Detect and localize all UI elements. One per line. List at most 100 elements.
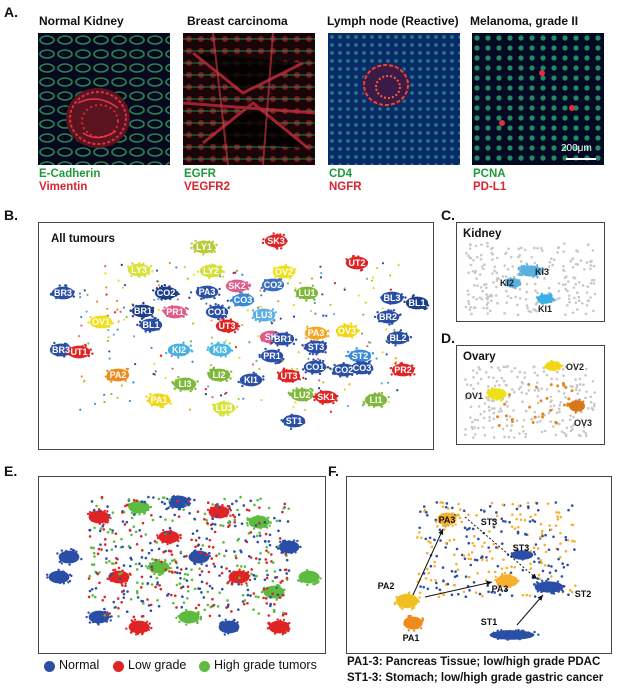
scatter-point — [521, 593, 525, 597]
background-point — [555, 377, 559, 381]
cluster-point — [398, 331, 401, 334]
cluster-point — [243, 297, 246, 301]
cluster-point — [400, 362, 404, 365]
cluster-point — [304, 336, 308, 340]
grade-point — [168, 570, 171, 573]
grade-point — [121, 511, 124, 514]
background-point — [467, 254, 470, 257]
cluster-point — [151, 570, 154, 573]
cluster-point — [289, 543, 293, 546]
background-point — [578, 377, 582, 381]
cluster-point — [392, 308, 396, 312]
cluster-point — [276, 583, 279, 587]
grade-point — [116, 597, 120, 600]
cluster-point — [228, 285, 231, 288]
background-point — [488, 309, 492, 313]
grade-point — [277, 529, 280, 533]
cluster-point — [321, 398, 324, 401]
cluster-label-ly3: LY3 — [131, 265, 147, 275]
cluster-point — [160, 532, 163, 535]
cluster-point — [291, 392, 294, 396]
cluster-point — [138, 262, 141, 265]
cluster-label-ut3: UT3 — [280, 371, 297, 381]
cluster-point — [114, 376, 117, 379]
grade-point — [233, 515, 237, 519]
background-point — [577, 433, 581, 437]
scatter-point — [511, 513, 514, 516]
cluster-point — [410, 298, 414, 301]
cluster-point — [226, 628, 229, 632]
panel-c-letter: C. — [441, 207, 455, 223]
scatter-point — [548, 524, 551, 527]
scatter-point — [105, 286, 108, 289]
cluster-point — [516, 549, 519, 552]
cluster-point — [553, 298, 556, 302]
scatter-point — [236, 328, 240, 331]
grade-point — [176, 499, 179, 503]
grade-cluster — [218, 618, 240, 636]
background-point — [475, 371, 479, 375]
scatter-point — [320, 271, 323, 275]
cluster-point — [301, 580, 305, 583]
background-point — [561, 367, 565, 371]
cluster-ki2 — [165, 341, 194, 359]
scatter-point — [573, 540, 576, 543]
cluster-point — [148, 330, 152, 333]
cluster-point — [572, 400, 575, 404]
cluster-point — [167, 540, 170, 543]
cluster-point — [540, 590, 543, 594]
background-point — [524, 432, 528, 436]
cluster-point — [270, 316, 273, 320]
grade-point — [225, 567, 228, 570]
cluster-point — [305, 299, 308, 302]
cluster-point — [51, 572, 54, 576]
grade-point — [170, 593, 173, 597]
scatter-point — [371, 276, 375, 279]
cluster-point — [364, 366, 368, 369]
cluster-point — [215, 274, 219, 278]
cluster-point — [245, 571, 248, 575]
grade-point — [258, 558, 261, 561]
background-point — [543, 277, 546, 280]
cluster-point — [177, 292, 180, 296]
cluster-point — [276, 233, 279, 236]
cluster-point — [280, 550, 284, 553]
background-point — [573, 296, 576, 300]
background-point — [469, 416, 472, 419]
cluster-point — [169, 504, 172, 508]
scatter-point — [556, 517, 560, 521]
cluster-point — [230, 349, 234, 352]
cluster-point — [535, 296, 539, 299]
cluster-point — [373, 315, 377, 319]
cluster-point — [163, 306, 166, 309]
cluster-point — [266, 589, 269, 592]
cluster-point — [267, 516, 270, 519]
scatter-point — [376, 266, 379, 270]
cluster-point — [225, 514, 228, 518]
cluster-point — [271, 333, 274, 336]
grade-point — [211, 517, 214, 521]
cluster-point — [130, 505, 133, 508]
cluster-point — [272, 586, 275, 590]
cluster-point — [412, 626, 415, 629]
grade-point — [93, 595, 97, 599]
cluster-point — [66, 344, 70, 347]
cluster-label-ut1: UT1 — [70, 347, 87, 357]
scatter-point — [189, 340, 193, 343]
cluster-point — [363, 355, 366, 358]
background-point — [573, 368, 577, 371]
cluster-label-st1: ST1 — [286, 416, 303, 426]
cluster-point — [411, 606, 415, 609]
grade-point — [274, 576, 277, 579]
cluster-point — [289, 275, 292, 278]
cluster-point — [540, 302, 544, 305]
scatter-point — [554, 524, 558, 527]
cluster-point — [417, 620, 420, 624]
scatter-point — [321, 293, 324, 296]
background-point — [479, 412, 483, 416]
cluster-point — [280, 241, 284, 244]
background-point — [563, 242, 566, 245]
background-point — [514, 295, 518, 299]
scatter-point — [343, 388, 346, 391]
